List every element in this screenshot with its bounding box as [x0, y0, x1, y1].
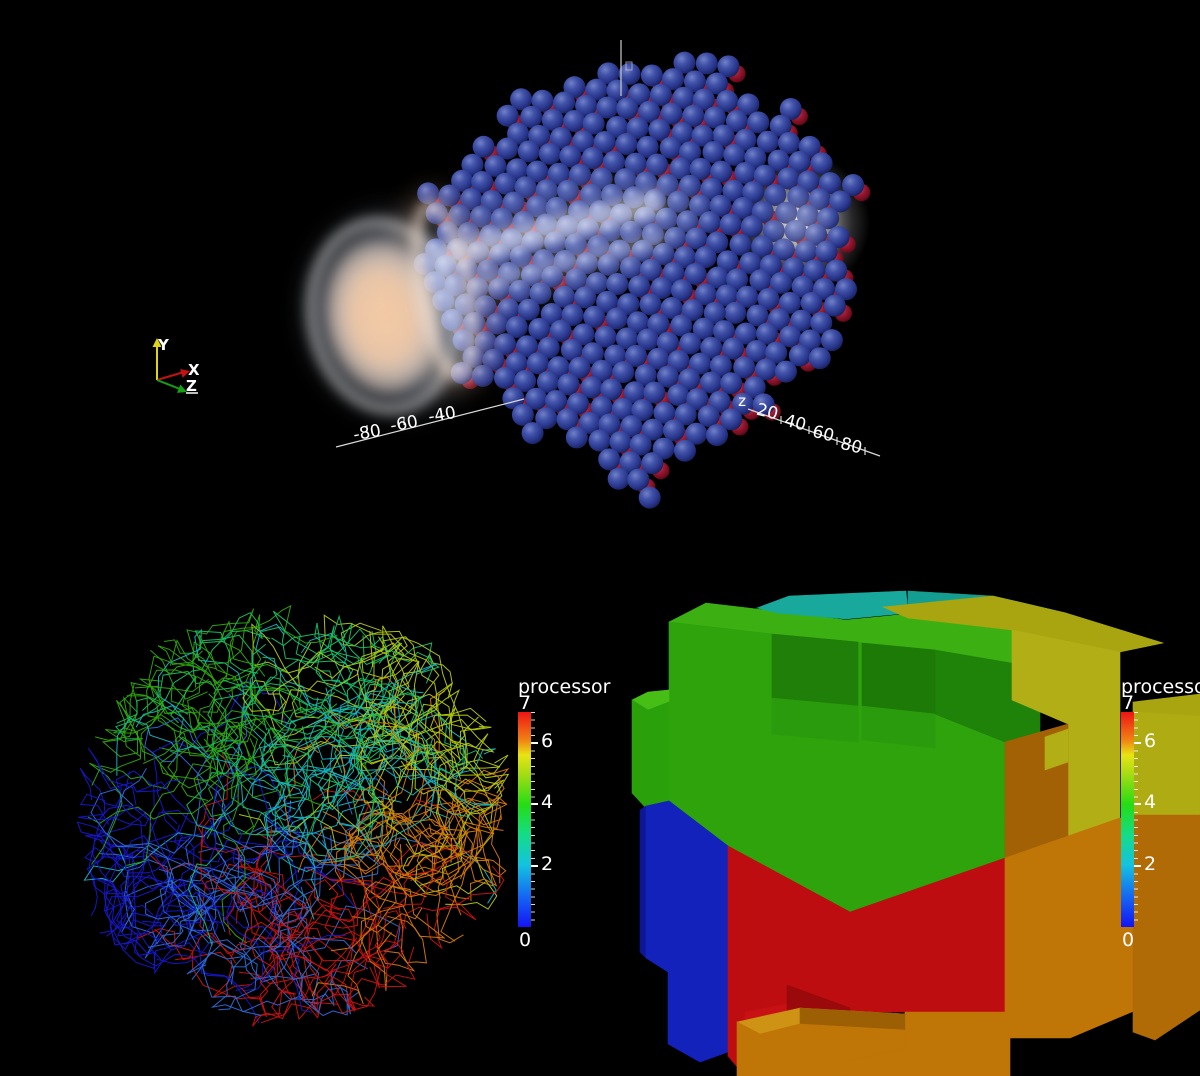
axis-vertical-label-fragment: [625, 61, 633, 71]
processor-5-notch: [1044, 728, 1069, 771]
processor-0-side-face: [639, 805, 647, 959]
legend-tick-label-4: 4: [541, 791, 554, 813]
density-band-1: [435, 189, 665, 271]
processor-4-notch1-floor: [771, 697, 859, 743]
legend-tick-label-6: 6: [541, 730, 554, 752]
y-axis-cone-icon: [152, 338, 162, 347]
processor-6-far-right: [1132, 814, 1200, 1041]
orientation-axes-widget: XY Z: [152, 336, 200, 395]
legend-colorbar: [1121, 712, 1141, 927]
volume-disk: [297, 190, 494, 423]
legend-colorbar: [518, 712, 538, 927]
legend-tickmark-6: [531, 742, 538, 744]
legend-tickmark-2: [531, 865, 538, 867]
z-axis-label: z: [738, 392, 746, 410]
axis-tick-label: 80: [838, 434, 864, 459]
legend-tickmark-6: [1134, 742, 1141, 744]
axis-tick-label: -60: [389, 412, 420, 437]
legend-tickmark-4: [531, 803, 538, 805]
volume-glow-right-overlay: [756, 179, 844, 267]
legend-title: processor: [518, 676, 611, 698]
axis-tick-label: -40: [427, 403, 458, 428]
processor-5-olive-top-band: [881, 595, 1165, 653]
color-legend-processor-right[interactable]: processor 7 6 4 2 0: [1121, 676, 1200, 956]
legend-min-label: 0: [1122, 929, 1135, 951]
legend-tick-label-6: 6: [1144, 730, 1157, 752]
processor-4-notch2-floor: [861, 705, 936, 749]
processor-4-left-step-front: [631, 699, 670, 809]
legend-minor-ticks: [531, 712, 535, 927]
processor-6-step-front: [736, 1021, 906, 1076]
processor-4-notch2-wall: [861, 642, 936, 715]
x-axis-cone-icon: [180, 369, 190, 378]
processor-0-front-face: [645, 800, 729, 1063]
view-atoms-volume[interactable]: -80 -60 -40 20 40 60 80 z XY Z: [152, 40, 881, 509]
z-axis-cone-icon: [176, 384, 187, 393]
legend-minor-ticks: [1134, 712, 1138, 927]
color-legend-processor-left[interactable]: processor 7 6 4 2 0: [518, 676, 618, 956]
legend-tickmark-2: [1134, 865, 1141, 867]
legend-tickmark-4: [1134, 803, 1141, 805]
legend-max-label: 7: [1122, 692, 1135, 714]
view-wireframe-processors[interactable]: [76, 604, 510, 1027]
axis-tick-label: 60: [810, 422, 836, 447]
triad-label-y: Y: [157, 336, 170, 354]
triad-label-x: X: [188, 361, 200, 379]
axis-bottom-right-z: 20 40 60 80 z: [738, 392, 881, 459]
axis-tick-label: -80: [352, 421, 383, 446]
legend-tick-label-2: 2: [541, 853, 554, 875]
legend-tick-label-4: 4: [1144, 791, 1157, 813]
axis-bottom-left: -80 -60 -40: [335, 398, 525, 448]
legend-title: processor: [1121, 676, 1200, 698]
triad-label-z: Z: [186, 377, 197, 395]
legend-min-label: 0: [519, 929, 532, 951]
view-blocks-processors[interactable]: [631, 590, 1200, 1076]
axis-tick-label: 20: [754, 400, 780, 425]
axis-tick-label: 40: [782, 411, 808, 436]
density-band-2: [469, 231, 667, 293]
legend-max-label: 7: [519, 692, 532, 714]
processor-4-notch1-wall: [771, 633, 859, 707]
legend-tick-label-2: 2: [1144, 853, 1157, 875]
